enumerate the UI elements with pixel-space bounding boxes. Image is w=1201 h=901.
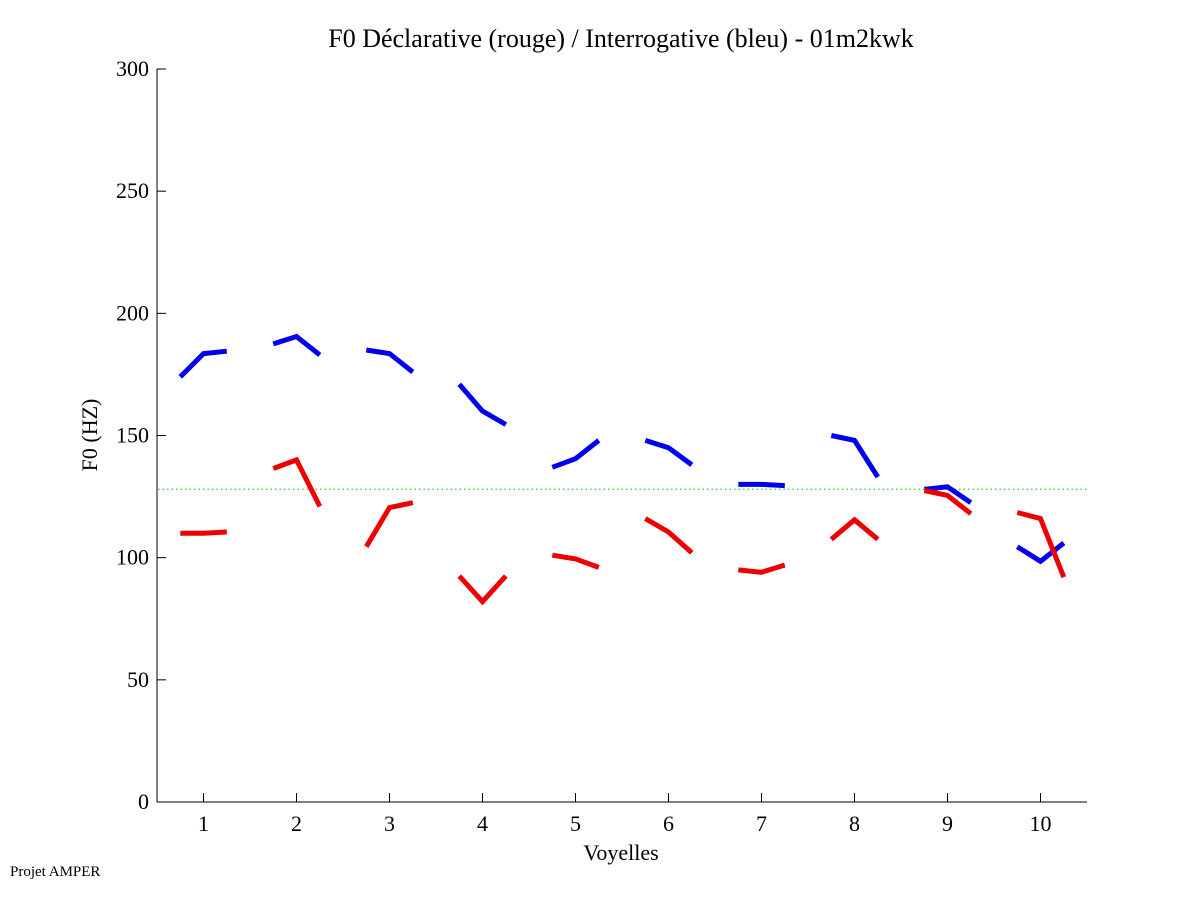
x-tick-label: 10 bbox=[1030, 811, 1052, 836]
x-tick-label: 6 bbox=[663, 811, 674, 836]
y-axis-label: F0 (HZ) bbox=[77, 399, 102, 472]
y-tick-label: 50 bbox=[127, 667, 149, 692]
plot-area: 0 50 100 150 200 250 300 1 2 3 4 5 6 7 8 9 10 bbox=[116, 56, 1087, 836]
y-tick-label: 150 bbox=[116, 423, 149, 448]
series-red-segment-4 bbox=[457, 574, 508, 606]
series-red-segment-5 bbox=[551, 552, 600, 570]
x-tick-label: 9 bbox=[942, 811, 953, 836]
series-red-segment-3 bbox=[364, 500, 414, 548]
x-tick-label: 8 bbox=[849, 811, 860, 836]
series-blue-segment-4 bbox=[457, 382, 508, 427]
y-tick-label: 300 bbox=[116, 56, 149, 81]
x-tick-label: 5 bbox=[570, 811, 581, 836]
series-blue-segment-8 bbox=[830, 433, 880, 479]
series-red-segment-10 bbox=[1016, 510, 1067, 579]
footer-credit: Projet AMPER bbox=[10, 864, 101, 880]
x-tick-label: 4 bbox=[477, 811, 488, 836]
series-blue-segment-6 bbox=[644, 438, 694, 467]
series-red-segment-1 bbox=[180, 529, 227, 536]
x-tick-label: 2 bbox=[291, 811, 302, 836]
series-red-segment-6 bbox=[644, 516, 694, 555]
chart-title: F0 Déclarative (rouge) / Interrogative (… bbox=[328, 24, 914, 53]
y-tick-label: 250 bbox=[116, 178, 149, 203]
series-blue-segment-7 bbox=[738, 481, 785, 489]
x-axis-label: Voyelles bbox=[583, 840, 658, 865]
series-blue-segment-10 bbox=[1015, 541, 1066, 565]
series-blue-segment-9 bbox=[924, 484, 973, 505]
y-tick-label: 200 bbox=[116, 300, 149, 325]
series-blue-segment-1 bbox=[178, 348, 228, 379]
series-red-segment-7 bbox=[738, 562, 786, 575]
series-red-segment-9 bbox=[923, 488, 973, 516]
series-blue-segment-2 bbox=[272, 333, 322, 357]
x-tick-label: 7 bbox=[756, 811, 767, 836]
x-tick-label: 1 bbox=[198, 811, 209, 836]
x-tick-label: 3 bbox=[384, 811, 395, 836]
y-tick-label: 100 bbox=[116, 545, 149, 570]
series-blue-segment-3 bbox=[365, 347, 415, 374]
series-red-segment-8 bbox=[829, 516, 880, 542]
series-blue-segment-5 bbox=[551, 438, 601, 470]
series-red-segment-2 bbox=[272, 456, 323, 508]
y-tick-label: 0 bbox=[138, 789, 149, 814]
